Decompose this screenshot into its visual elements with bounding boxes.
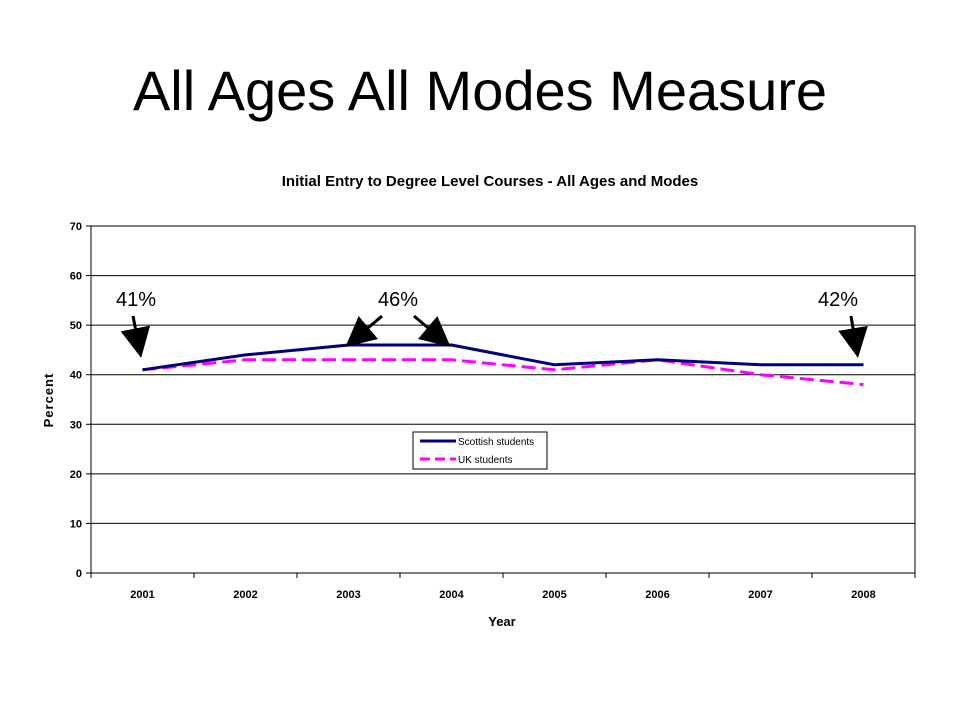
- arrow-2004: [413, 314, 451, 347]
- arrow-2001: [120, 315, 151, 358]
- y-tick-label-20: 20: [70, 469, 82, 481]
- legend: Scottish students UK students: [412, 431, 548, 470]
- annotation-41: 41%: [116, 289, 156, 311]
- x-tick-label-2005: 2005: [542, 589, 566, 601]
- x-tick-label-2001: 2001: [130, 589, 154, 601]
- y-tick-label-70: 70: [70, 221, 82, 233]
- x-tick-label-2004: 2004: [439, 589, 464, 601]
- slide-title: All Ages All Modes Measure: [132, 59, 828, 122]
- x-tick-label-2008: 2008: [851, 589, 875, 601]
- y-tick-label-30: 30: [70, 419, 82, 431]
- y-tick-label-40: 40: [70, 370, 82, 382]
- y-axis-label: Percent: [41, 373, 56, 428]
- y-tick-label-10: 10: [70, 518, 82, 530]
- x-tick-label-2007: 2007: [748, 589, 772, 601]
- x-tick-label-2006: 2006: [645, 589, 669, 601]
- y-tick-label-60: 60: [70, 271, 82, 283]
- legend-label-scottish: Scottish students: [458, 437, 534, 448]
- arrow-2008: [838, 315, 868, 358]
- annotation-46: 46%: [378, 289, 418, 311]
- x-tick-label-2003: 2003: [336, 589, 360, 601]
- axes: 0 10 20 30 40 50 60 70 2001 2002 2003 2004 2005 2006 2…: [70, 221, 916, 601]
- series-line-uk-students: [142, 358, 864, 387]
- x-axis-label: Year: [488, 614, 515, 629]
- series-lines: [142, 343, 864, 387]
- y-tick-label-0: 0: [76, 568, 82, 580]
- annotations: 41% 46% 42%: [116, 289, 868, 358]
- y-tick-label-50: 50: [70, 320, 82, 332]
- arrow-2003: [345, 314, 383, 347]
- gridlines: [90, 225, 916, 574]
- x-tick-label-2002: 2002: [233, 589, 257, 601]
- annotation-42: 42%: [818, 289, 858, 311]
- series-line-scottish-students: [142, 343, 864, 372]
- chart-title: Initial Entry to Degree Level Courses - …: [282, 173, 698, 190]
- plot-area: [90, 225, 916, 574]
- legend-label-uk: UK students: [458, 455, 512, 466]
